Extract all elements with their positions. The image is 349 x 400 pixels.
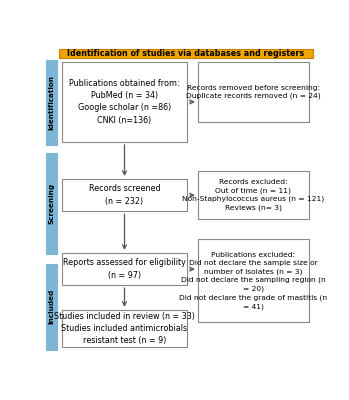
Text: Reports assessed for eligibility
(n = 97): Reports assessed for eligibility (n = 97… [63, 258, 186, 280]
FancyBboxPatch shape [198, 62, 309, 122]
FancyBboxPatch shape [62, 310, 187, 347]
Text: Screening: Screening [48, 183, 54, 224]
Text: Included: Included [48, 289, 54, 324]
FancyBboxPatch shape [59, 49, 313, 58]
Text: Records excluded:
Out of time (n = 11)
Non-Staphylococcus aureus (n = 121)
Revie: Records excluded: Out of time (n = 11) N… [182, 179, 324, 211]
Text: Identification of studies via databases and registers: Identification of studies via databases … [67, 49, 304, 58]
Text: Publications obtained from:
PubMed (n = 34)
Google scholar (n =86)
CNKI (n=136): Publications obtained from: PubMed (n = … [69, 79, 180, 125]
FancyBboxPatch shape [198, 239, 309, 322]
Text: Records removed before screening:
Duplicate records removed (n = 24): Records removed before screening: Duplic… [186, 84, 321, 99]
Text: Publications excluded:
Did not declare the sample size or
number of isolates (n : Publications excluded: Did not declare t… [179, 252, 327, 310]
FancyBboxPatch shape [198, 171, 309, 219]
Text: Studies included in review (n = 33)
Studies included antimicrobials
resistant te: Studies included in review (n = 33) Stud… [54, 312, 195, 345]
FancyBboxPatch shape [62, 179, 187, 211]
FancyBboxPatch shape [46, 264, 57, 350]
FancyBboxPatch shape [62, 253, 187, 285]
FancyBboxPatch shape [62, 62, 187, 142]
Text: Records screened
(n = 232): Records screened (n = 232) [89, 184, 160, 206]
FancyBboxPatch shape [46, 60, 57, 145]
FancyBboxPatch shape [46, 153, 57, 254]
Text: Identification: Identification [48, 75, 54, 130]
